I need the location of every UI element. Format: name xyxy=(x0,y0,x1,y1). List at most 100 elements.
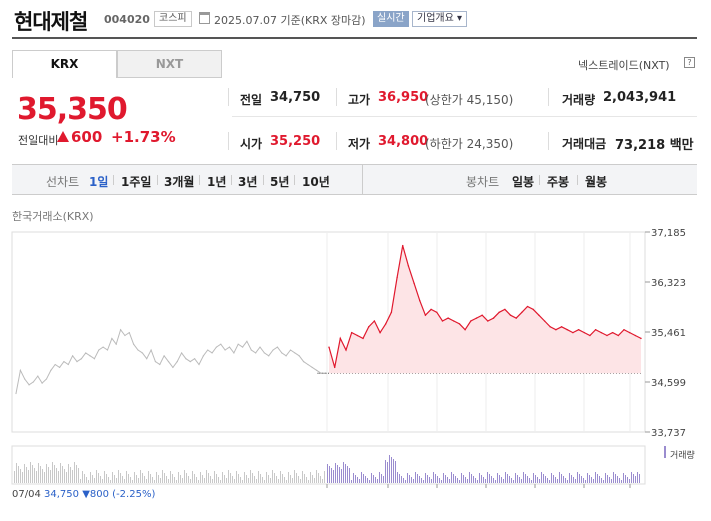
volume-label: 거래량 xyxy=(562,93,596,107)
volume-axis-label: 거래량 xyxy=(670,451,695,461)
today-volume-bar xyxy=(455,476,456,483)
prev-volume-bar xyxy=(60,463,61,483)
previous-day-point xyxy=(176,361,178,363)
prev-close-label: 전일 xyxy=(240,93,263,107)
prev-volume-bar xyxy=(128,474,129,483)
period-3y-button[interactable]: 3년 xyxy=(238,175,258,189)
tab-krx[interactable]: KRX xyxy=(12,50,117,78)
today-price-point xyxy=(458,323,461,325)
stock-code: 004020 xyxy=(104,13,150,26)
candle-chart-label: 봉차트 xyxy=(466,175,500,189)
prev-volume-bar xyxy=(234,479,235,483)
today-price-point xyxy=(407,265,410,267)
prev-volume-bar xyxy=(58,471,59,483)
stat-divider xyxy=(336,88,337,106)
calendar-icon xyxy=(199,12,210,24)
today-volume-bar xyxy=(547,478,548,483)
period-5y-button[interactable]: 5년 xyxy=(270,175,290,189)
today-volume-bar xyxy=(589,475,590,483)
nextrade-link[interactable]: 넥스트레이드(NXT) xyxy=(578,59,670,72)
today-volume-bar xyxy=(459,480,460,483)
tab-nxt[interactable]: NXT xyxy=(117,50,222,78)
previous-day-point xyxy=(80,358,82,360)
prev-volume-bar xyxy=(278,479,279,483)
today-volume-bar xyxy=(405,480,406,483)
today-volume-bar xyxy=(423,480,424,483)
today-price-point xyxy=(594,329,597,331)
today-price-point xyxy=(589,334,591,337)
today-area-fill xyxy=(329,245,641,374)
today-volume-bar xyxy=(371,473,372,483)
prev-volume-bar xyxy=(92,475,93,483)
prev-volume-bar xyxy=(162,470,163,483)
today-volume-bar xyxy=(359,479,360,483)
prev-volume-bar xyxy=(228,470,229,483)
today-volume-bar xyxy=(513,480,514,483)
previous-day-point xyxy=(207,349,209,351)
today-volume-bar xyxy=(553,475,554,483)
period-toolbar xyxy=(12,164,697,195)
period-1y-button[interactable]: 1년 xyxy=(207,175,227,189)
today-price-point xyxy=(345,349,347,351)
today-price-point xyxy=(634,334,637,337)
prev-volume-bar xyxy=(216,474,217,483)
prev-volume-bar xyxy=(36,471,37,483)
previous-day-point xyxy=(246,340,248,342)
today-volume-bar xyxy=(461,473,462,483)
prev-volume-bar xyxy=(74,462,75,483)
today-volume-bar xyxy=(335,463,336,483)
prev-volume-bar xyxy=(212,479,213,483)
prev-volume-bar xyxy=(308,480,309,483)
help-icon[interactable]: ? xyxy=(684,57,695,68)
prev-volume-bar xyxy=(26,467,27,483)
today-volume-bar xyxy=(339,467,340,483)
candle-weekly-button[interactable]: 주봉 xyxy=(547,175,570,189)
prev-volume-bar xyxy=(94,478,95,483)
prev-volume-bar xyxy=(268,475,269,483)
today-price-point xyxy=(532,308,534,311)
period-10y-button[interactable]: 10년 xyxy=(302,175,330,189)
period-1d-button[interactable]: 1일 xyxy=(89,175,109,189)
low-value: 34,800 xyxy=(378,134,429,149)
low-label: 저가 xyxy=(348,137,371,151)
prev-volume-bar xyxy=(302,471,303,483)
candle-monthly-button[interactable]: 월봉 xyxy=(585,175,608,189)
previous-day-point xyxy=(185,358,187,360)
today-price-point xyxy=(515,317,517,319)
previous-day-point xyxy=(311,366,313,369)
today-volume-bar xyxy=(467,479,468,483)
today-price-point xyxy=(430,308,432,311)
prev-volume-bar xyxy=(320,476,321,483)
previous-day-point xyxy=(159,363,161,366)
prev-volume-bar xyxy=(48,467,49,483)
prev-volume-bar xyxy=(46,464,47,483)
previous-day-point xyxy=(302,361,305,363)
previous-day-point xyxy=(320,372,322,374)
company-info-dropdown[interactable]: 기업개요 ▾ xyxy=(412,11,467,27)
candle-daily-button[interactable]: 일봉 xyxy=(512,175,535,189)
today-volume-bar xyxy=(533,473,534,483)
prev-volume-bar xyxy=(112,472,113,483)
today-volume-bar xyxy=(537,477,538,483)
today-volume-bar xyxy=(605,473,606,483)
today-volume-bar xyxy=(389,455,390,483)
previous-day-point xyxy=(241,346,244,348)
today-volume-bar xyxy=(409,475,410,483)
prev-volume-bar xyxy=(56,468,57,483)
today-price-point xyxy=(333,366,336,369)
high-value: 36,950 xyxy=(378,90,429,105)
prev-volume-bar xyxy=(236,471,237,483)
today-volume-bar xyxy=(621,480,622,483)
period-3m-button[interactable]: 3개월 xyxy=(164,175,195,189)
realtime-button[interactable]: 실시간 xyxy=(373,11,409,27)
previous-day-point xyxy=(263,352,265,354)
today-volume-bar xyxy=(349,468,350,483)
previous-day-point xyxy=(150,349,152,351)
today-price-point xyxy=(555,329,557,331)
today-price-point xyxy=(628,331,631,334)
prev-volume-bar xyxy=(24,464,25,483)
previous-day-point xyxy=(37,375,39,377)
prev-change: ▼800 xyxy=(82,489,109,500)
period-1w-button[interactable]: 1주일 xyxy=(121,175,152,189)
